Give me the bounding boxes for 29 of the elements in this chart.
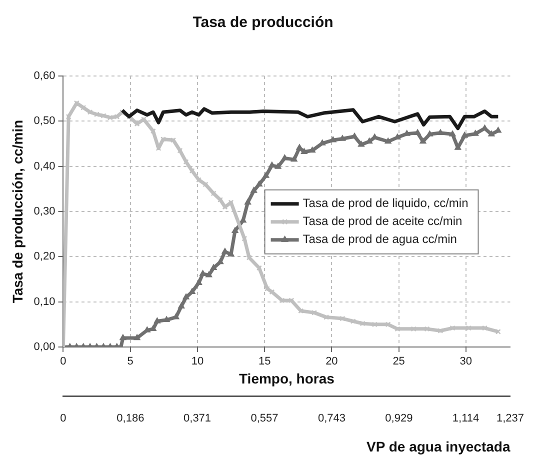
x2-tick-label: 1,237 <box>496 412 524 425</box>
x2-tick-label: 0,186 <box>116 412 144 425</box>
y-tick-label: 0,60 <box>34 70 56 82</box>
y-tick-label: 0,40 <box>34 160 56 172</box>
x2-axis-title: VP de agua inyectada <box>366 438 510 454</box>
x-tick-label: 15 <box>258 356 271 368</box>
x2-tick-label: 0 <box>60 412 66 425</box>
x-tick-label: 5 <box>127 356 134 368</box>
legend-label: Tasa de prod de aceite cc/min <box>302 214 462 228</box>
y-axis-title: Tasa de producción, cc/min <box>9 120 26 304</box>
legend-label: Tasa de prod de liquido, cc/min <box>302 196 468 210</box>
y-tick-label: 0,00 <box>34 341 56 354</box>
x2-tick-label: 0,743 <box>318 412 346 425</box>
y-tick-label: 0,10 <box>34 296 56 308</box>
x-axis-title: Tiempo, horas <box>239 370 335 386</box>
y-tick-label: 0,50 <box>34 115 56 128</box>
x2-tick-label: 0,371 <box>184 412 212 425</box>
x2-tick-label: 0,557 <box>250 412 278 425</box>
x-tick-label: 10 <box>191 356 204 368</box>
x-tick-label: 30 <box>460 356 472 368</box>
x-tick-label: 0 <box>60 356 66 368</box>
chart-title: Tasa de producción <box>192 14 334 32</box>
y-tick-label: 0,30 <box>34 206 56 218</box>
x2-tick-label: 0,929 <box>385 412 413 425</box>
x-tick-label: 25 <box>392 356 405 368</box>
y-tick-label: 0,20 <box>34 250 56 263</box>
x-tick-label: 20 <box>326 356 338 368</box>
x2-tick-label: 1,114 <box>452 412 480 425</box>
legend-label: Tasa de prod de agua cc/min <box>302 232 457 246</box>
